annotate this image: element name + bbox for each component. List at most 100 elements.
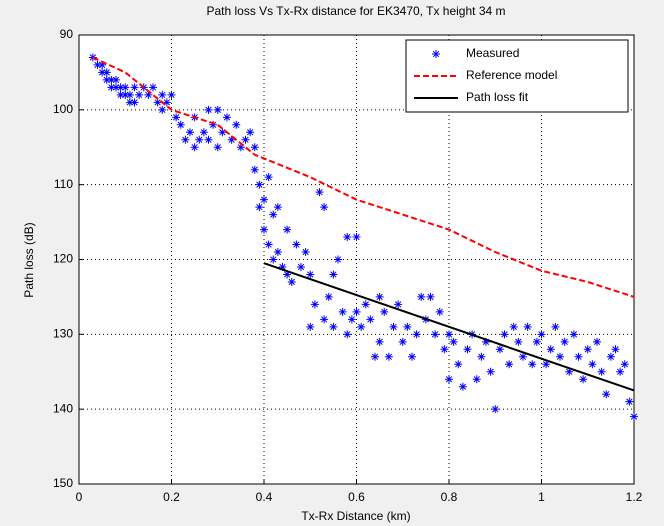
- y-tick-label: 130: [53, 327, 73, 341]
- data-point: [352, 233, 361, 242]
- data-point: [98, 60, 107, 69]
- data-point: [352, 307, 361, 316]
- data-point: [102, 75, 111, 84]
- data-point: [236, 143, 245, 152]
- data-point: [121, 90, 130, 99]
- data-point: [107, 75, 116, 84]
- data-point: [158, 90, 167, 99]
- data-point: [172, 113, 181, 122]
- data-point: [241, 135, 250, 144]
- data-point: [593, 337, 601, 346]
- data-point: [283, 270, 292, 279]
- data-point: [199, 128, 208, 137]
- data-point: [130, 98, 139, 107]
- data-point: [472, 375, 481, 384]
- data-point: [620, 360, 629, 369]
- legend-label: Path loss fit: [466, 90, 529, 104]
- data-point: [435, 307, 444, 316]
- x-tick-label: 1: [538, 490, 545, 504]
- data-point: [306, 322, 315, 331]
- data-point: [361, 300, 370, 309]
- data-point: [449, 337, 458, 346]
- data-point: [338, 307, 347, 316]
- data-point: [597, 367, 606, 376]
- data-point: [260, 225, 268, 234]
- y-tick-label: 140: [53, 401, 73, 415]
- data-point: [408, 352, 416, 361]
- x-tick-label: 0.8: [441, 490, 458, 504]
- data-point: [551, 322, 560, 331]
- data-point: [112, 83, 120, 92]
- data-point: [477, 352, 486, 361]
- data-point: [153, 98, 162, 107]
- data-point: [121, 83, 130, 92]
- y-axis-label: Path loss (dB): [22, 222, 36, 297]
- data-point: [334, 255, 342, 264]
- data-point: [162, 98, 171, 107]
- data-point: [445, 330, 453, 339]
- data-point: [204, 135, 213, 144]
- data-point: [176, 120, 185, 129]
- data-point: [514, 337, 523, 346]
- data-point: [403, 322, 412, 331]
- data-point: [297, 262, 305, 271]
- data-point: [125, 90, 134, 99]
- data-point: [389, 322, 398, 331]
- data-point: [130, 83, 139, 92]
- data-point: [250, 143, 259, 152]
- data-point: [213, 105, 222, 114]
- data-point: [287, 277, 296, 286]
- data-point: [260, 195, 268, 204]
- data-point: [579, 375, 588, 384]
- data-point: [532, 337, 541, 346]
- data-point: [417, 292, 426, 301]
- data-point: [107, 83, 116, 92]
- data-point: [454, 360, 463, 369]
- data-point: [149, 83, 157, 92]
- data-point: [347, 315, 356, 324]
- data-point: [264, 173, 273, 182]
- data-point: [482, 337, 490, 346]
- data-point: [116, 83, 125, 92]
- y-tick-label: 90: [60, 27, 74, 41]
- data-point: [158, 105, 167, 114]
- data-point: [227, 135, 236, 144]
- data-point: [273, 248, 282, 257]
- legend-swatch: [432, 50, 440, 58]
- data-point: [209, 120, 218, 129]
- data-point: [301, 248, 310, 257]
- data-point: [611, 345, 620, 354]
- data-point: [616, 367, 625, 376]
- data-point: [565, 367, 574, 376]
- data-point: [246, 128, 255, 137]
- data-point: [283, 225, 292, 234]
- data-point: [431, 330, 440, 339]
- data-point: [269, 255, 278, 264]
- data-point: [495, 345, 504, 354]
- data-point: [195, 135, 204, 144]
- data-point: [232, 120, 241, 129]
- data-point: [523, 322, 532, 331]
- data-point: [213, 143, 222, 152]
- data-point: [204, 105, 213, 114]
- data-point: [329, 322, 338, 331]
- data-point: [310, 300, 319, 309]
- data-point: [306, 270, 315, 279]
- data-point: [537, 330, 546, 339]
- data-point: [375, 292, 384, 301]
- data-point: [264, 240, 273, 249]
- data-point: [357, 322, 366, 331]
- data-point: [500, 330, 509, 339]
- data-point: [574, 352, 583, 361]
- data-point: [375, 337, 384, 346]
- data-point: [560, 337, 569, 346]
- data-point: [223, 113, 231, 122]
- data-point: [218, 128, 227, 137]
- data-line: [263, 262, 635, 392]
- data-point: [250, 165, 259, 174]
- data-point: [273, 203, 282, 212]
- x-tick-label: 0.4: [256, 490, 273, 504]
- x-tick-label: 0: [76, 490, 83, 504]
- x-tick-label: 0.6: [348, 490, 365, 504]
